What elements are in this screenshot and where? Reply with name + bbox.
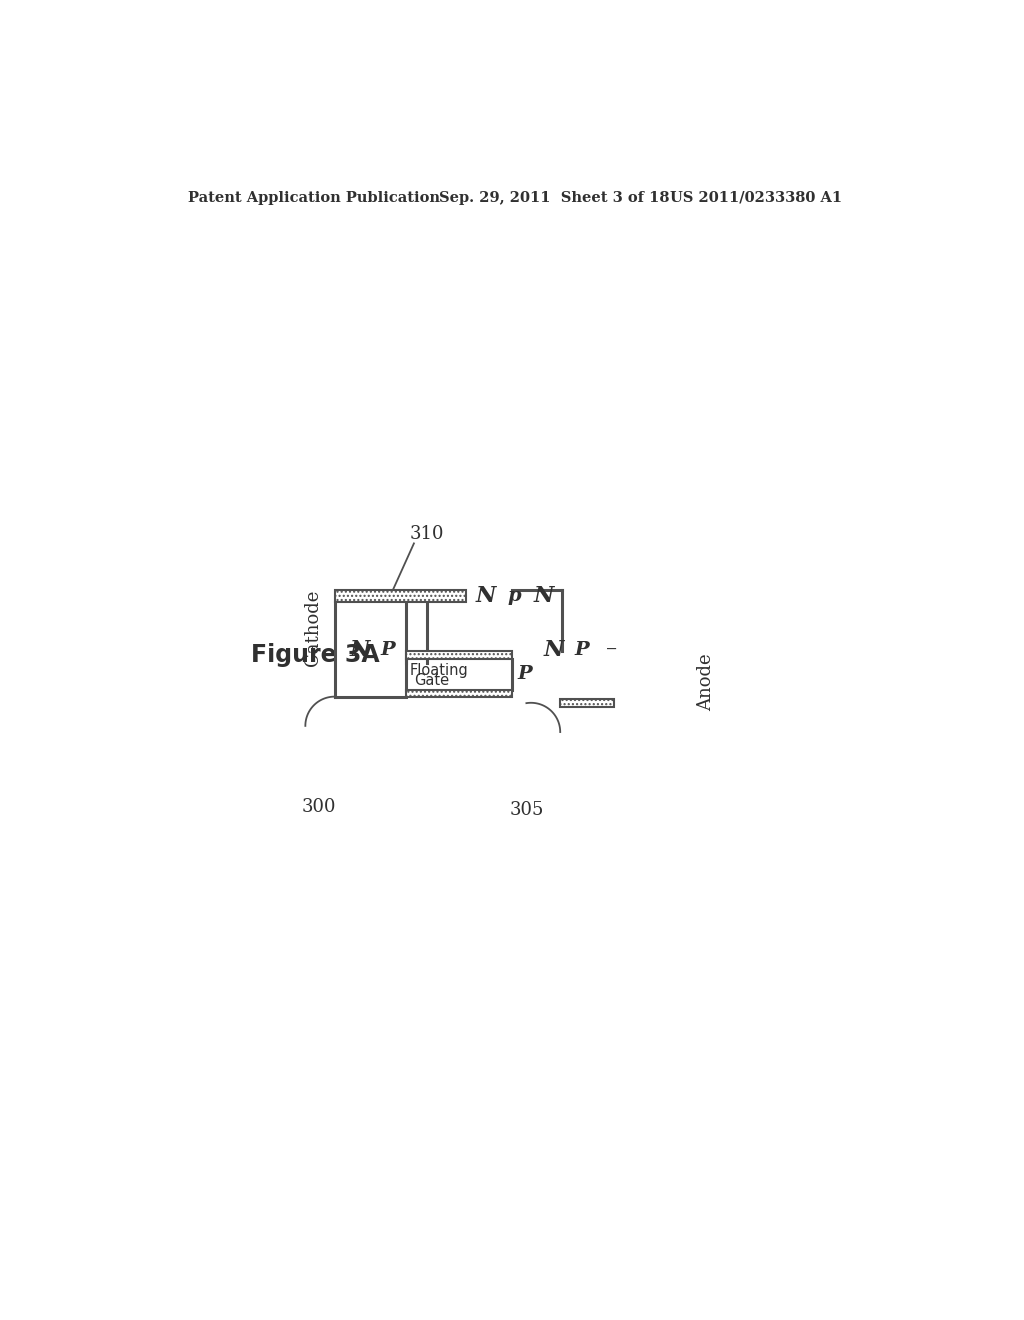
Text: Sep. 29, 2011  Sheet 3 of 18: Sep. 29, 2011 Sheet 3 of 18 — [438, 191, 669, 205]
Text: Floating: Floating — [410, 663, 469, 678]
Text: 305: 305 — [509, 801, 544, 820]
Text: Anode: Anode — [696, 653, 715, 710]
Text: N: N — [544, 639, 564, 661]
Text: 300: 300 — [301, 797, 336, 816]
Text: P: P — [574, 640, 590, 659]
Text: Figure 3A: Figure 3A — [252, 643, 380, 667]
Bar — [560, 700, 614, 708]
Text: P: P — [381, 640, 395, 659]
Text: N: N — [534, 585, 554, 607]
Bar — [335, 590, 466, 602]
Text: P: P — [517, 665, 531, 684]
Text: US 2011/0233380 A1: US 2011/0233380 A1 — [670, 191, 842, 205]
Bar — [407, 651, 512, 659]
Text: p: p — [508, 587, 521, 605]
Text: N: N — [475, 585, 496, 607]
Text: N: N — [350, 639, 371, 661]
Text: Cathode: Cathode — [304, 590, 323, 667]
Text: 310: 310 — [410, 525, 443, 544]
Text: –: – — [606, 639, 617, 661]
Bar — [407, 689, 512, 697]
Text: Gate: Gate — [414, 673, 450, 688]
Text: Patent Application Publication: Patent Application Publication — [188, 191, 440, 205]
